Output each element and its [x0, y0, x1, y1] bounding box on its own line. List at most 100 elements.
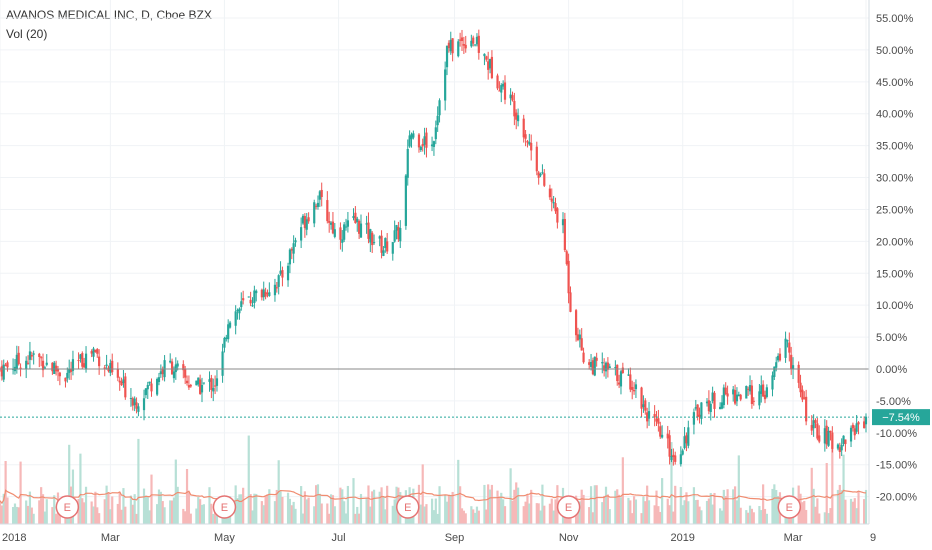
volume-bar [773, 484, 776, 524]
candle-body [840, 444, 843, 451]
candle-body [661, 434, 664, 438]
candle-body [827, 430, 830, 446]
volume-bar [26, 505, 30, 524]
volume-bar [604, 486, 608, 524]
volume-bar [202, 504, 205, 524]
candle-body [303, 216, 306, 229]
candle-body [53, 362, 56, 375]
candle-body [672, 454, 675, 458]
y-tick-label: 5.00% [876, 332, 907, 344]
candle-body [56, 369, 60, 372]
volume-bar [576, 510, 580, 524]
candle-body [242, 298, 245, 301]
volume-bar [864, 489, 868, 524]
candle-body [438, 100, 441, 116]
candle-body [378, 236, 381, 239]
volume-bar [687, 501, 690, 524]
candle-body [316, 202, 320, 207]
volume-bar [679, 487, 682, 524]
candle-body [434, 127, 437, 140]
volume-ma-line [0, 489, 867, 505]
candle-body [286, 265, 290, 281]
candle-body [215, 378, 219, 386]
candle-body [354, 212, 357, 223]
candle-body [470, 40, 473, 47]
volume-bar [775, 490, 778, 524]
volume-bar [829, 508, 832, 524]
candle-body [195, 380, 198, 386]
candle-body [459, 39, 462, 41]
volume-bar [212, 513, 215, 524]
volume-bar [844, 499, 847, 524]
volume-bar [249, 494, 252, 524]
candle-body [341, 239, 344, 243]
volume-bar [816, 498, 819, 524]
candle-body [64, 377, 67, 382]
candles [0, 29, 868, 467]
candle-body [483, 53, 486, 57]
volume-bar [733, 486, 737, 524]
candle-body [818, 435, 821, 442]
volume-bar [726, 489, 729, 524]
candle-body [365, 223, 368, 225]
candle-body [356, 218, 359, 222]
candle-body [711, 392, 714, 402]
candle-body [642, 404, 645, 408]
volume-bar [661, 478, 664, 524]
candle-body [589, 361, 593, 367]
volume-bar [490, 484, 494, 524]
candle-body [580, 338, 583, 351]
candle-body [810, 425, 813, 431]
candle-body [170, 361, 174, 375]
volume-bar [692, 487, 696, 524]
candle-body [253, 290, 256, 304]
volume-bar [129, 495, 133, 524]
volume-bar [827, 513, 830, 524]
volume-bar [251, 510, 254, 524]
candle-body [343, 224, 346, 240]
grid [0, 0, 869, 524]
candle-body [279, 270, 282, 274]
volume-bar [118, 491, 121, 524]
volume-bar [107, 492, 110, 524]
volume-bar [176, 486, 179, 524]
volume-bar [0, 505, 3, 524]
candle-body [765, 387, 768, 397]
candle-body [294, 240, 297, 243]
candle-body [700, 402, 703, 419]
volume-bar [94, 491, 97, 524]
volume-bar [378, 491, 381, 524]
candle-body [855, 423, 858, 432]
volume-bar [831, 435, 834, 524]
candle-body [352, 216, 355, 219]
volume-bar [550, 498, 553, 524]
candle-body [760, 385, 763, 394]
candle-body [863, 421, 866, 429]
candle-body [668, 435, 671, 457]
candle-body [333, 229, 336, 237]
volume-bar [423, 506, 426, 524]
volume-bar [515, 482, 518, 524]
volume-bar [268, 489, 271, 524]
candle-body [210, 377, 213, 390]
candle-body [477, 35, 480, 53]
volume-bar [459, 486, 462, 524]
earnings-circle [777, 495, 802, 519]
volume-bar [109, 509, 112, 524]
volume-bar [709, 493, 712, 524]
candle-body [496, 75, 499, 89]
earnings-marker: E [55, 495, 80, 519]
y-tick-label: 0.00% [876, 364, 907, 376]
volume-bar [434, 498, 437, 524]
candle-body [266, 293, 269, 295]
volume-bar [84, 486, 88, 524]
candle-body [55, 365, 58, 372]
candle-body [552, 202, 555, 204]
candle-body [161, 369, 164, 375]
y-tick-label: -15.00% [876, 460, 917, 472]
volume-bar [150, 474, 153, 524]
candle-body [277, 275, 280, 287]
candle-body [137, 406, 140, 412]
candle-body [129, 398, 133, 400]
